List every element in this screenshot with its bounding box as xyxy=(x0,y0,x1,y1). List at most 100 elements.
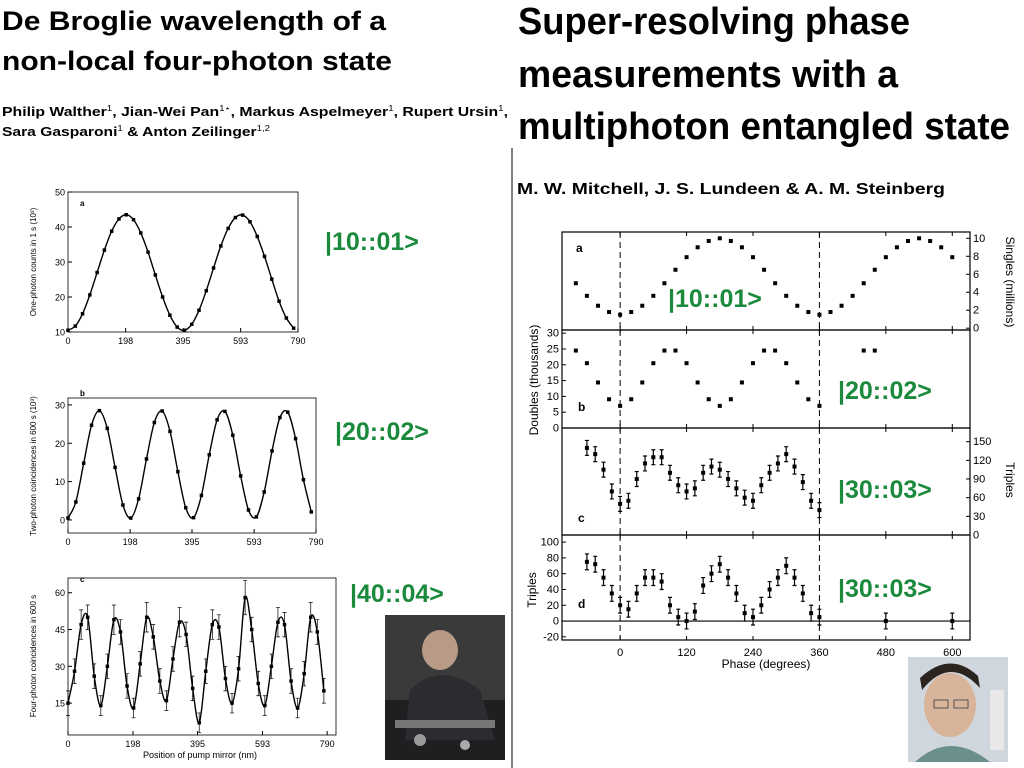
data-point xyxy=(207,453,212,457)
data-point xyxy=(806,397,811,402)
data-point xyxy=(734,486,739,491)
data-point xyxy=(153,273,158,277)
data-point xyxy=(692,486,697,491)
data-point xyxy=(584,559,589,564)
author-line: M. W. Mitchell, J. S. Lundeen & A. M. St… xyxy=(517,181,945,198)
y-tick-label: 4 xyxy=(973,287,979,299)
state-label: |30::03> xyxy=(838,476,932,504)
data-point xyxy=(121,503,125,507)
data-point xyxy=(211,266,216,270)
data-point xyxy=(667,603,672,608)
data-point xyxy=(742,495,747,500)
state-label: |40::04> xyxy=(350,580,444,608)
x-tick-label: 0 xyxy=(65,739,70,749)
data-point xyxy=(684,619,689,624)
data-point xyxy=(640,303,645,308)
y-tick-label: 0 xyxy=(553,616,559,628)
plot-frame xyxy=(561,534,971,641)
title-line: non-local four-photon state xyxy=(2,46,392,76)
data-point xyxy=(164,698,169,703)
data-point xyxy=(573,281,578,286)
data-point xyxy=(80,312,85,316)
data-point xyxy=(182,328,187,332)
data-point xyxy=(282,622,287,627)
y-tick-label: 10 xyxy=(55,328,65,338)
data-point xyxy=(144,615,149,619)
data-point xyxy=(285,410,290,414)
x-tick-label: 198 xyxy=(123,537,138,547)
state-label: |10::01> xyxy=(668,285,762,313)
y-tick-label: 2 xyxy=(973,305,979,317)
y-tick-label: 8 xyxy=(973,251,979,263)
data-point xyxy=(158,679,162,683)
data-point xyxy=(717,236,722,241)
data-point xyxy=(249,627,254,632)
data-point xyxy=(295,706,300,710)
x-tick-label: 593 xyxy=(255,739,270,749)
data-point xyxy=(118,630,123,634)
x-tick-label: 593 xyxy=(247,537,262,547)
data-point xyxy=(601,575,606,580)
data-point xyxy=(160,409,164,413)
data-point xyxy=(595,380,600,385)
data-point xyxy=(151,635,156,639)
data-point xyxy=(322,689,326,693)
y-tick-label: 40 xyxy=(547,584,559,596)
data-point xyxy=(291,326,296,330)
author-separator: , xyxy=(504,104,508,119)
x-tick-label: 0 xyxy=(617,647,623,659)
fit-curve xyxy=(67,409,312,519)
data-point xyxy=(105,426,109,431)
data-point xyxy=(593,452,598,457)
data-point xyxy=(795,380,800,385)
y-axis-label: Singles (millions) xyxy=(1003,237,1017,328)
data-point xyxy=(795,303,800,308)
data-point xyxy=(131,706,136,710)
y-tick-label: 10 xyxy=(547,391,559,403)
data-point xyxy=(717,562,722,567)
panel-letter: d xyxy=(578,597,585,611)
data-point xyxy=(673,348,678,353)
data-point xyxy=(231,433,235,437)
y-tick-label: 20 xyxy=(55,439,65,449)
x-tick-label: 395 xyxy=(184,537,199,547)
y-tick-label: 0 xyxy=(973,323,979,335)
data-point xyxy=(79,622,83,627)
data-point xyxy=(759,483,764,488)
data-point xyxy=(124,213,128,217)
data-point xyxy=(792,575,797,580)
data-point xyxy=(750,615,755,620)
data-point xyxy=(112,617,116,622)
author-separator: , xyxy=(231,104,240,119)
y-tick-label: 15 xyxy=(547,375,559,387)
data-point xyxy=(308,615,313,619)
data-point xyxy=(210,622,215,627)
data-point xyxy=(125,684,129,688)
data-point xyxy=(728,397,733,402)
data-point xyxy=(238,474,243,478)
data-point xyxy=(673,267,678,272)
data-point xyxy=(72,669,77,673)
data-point xyxy=(609,591,614,596)
data-point xyxy=(706,238,711,243)
title-line: De Broglie wavelength of a xyxy=(2,6,387,36)
data-point xyxy=(66,701,70,705)
data-point xyxy=(726,477,731,482)
data-point xyxy=(270,277,274,281)
author-affiliation: 1⋆ xyxy=(219,104,231,113)
panel-letter: a xyxy=(576,241,583,255)
y-axis-label: Triples xyxy=(1003,462,1017,498)
author-separator: , xyxy=(394,104,403,119)
data-point xyxy=(817,508,822,513)
data-point xyxy=(629,310,634,315)
data-point xyxy=(667,470,672,475)
data-point xyxy=(817,403,822,408)
data-point xyxy=(800,480,805,485)
data-point xyxy=(726,575,731,580)
data-point xyxy=(73,324,78,328)
panel-letter: c xyxy=(80,575,85,584)
data-point xyxy=(651,293,656,298)
data-point xyxy=(817,615,822,620)
y-tick-label: 6 xyxy=(973,269,979,281)
data-point xyxy=(176,469,180,474)
